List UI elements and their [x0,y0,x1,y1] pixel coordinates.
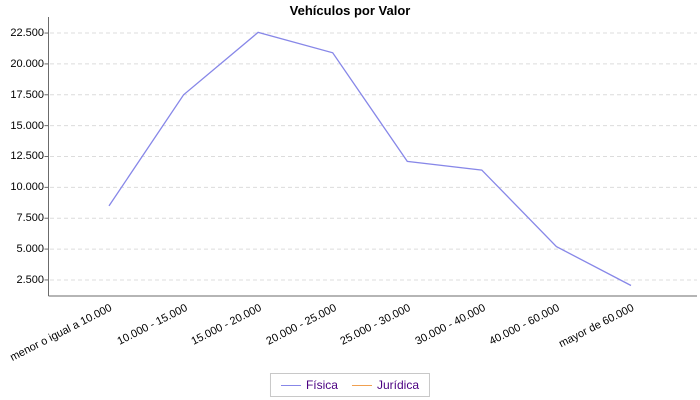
legend-label-fisica: Física [305,378,338,392]
legend-label-juridica: Jurídica [376,378,420,392]
y-tick-label: 2.500 [16,274,44,286]
y-tick-label: 22.500 [10,27,44,39]
y-tick-label: 17.500 [10,89,44,101]
y-tick-label: 20.000 [10,58,44,70]
legend-item-fisica: Física [280,378,338,392]
series-line-física [108,31,632,287]
juridica-line-swatch [351,384,372,386]
y-tick-label: 12.500 [10,150,44,162]
legend: Física Jurídica [269,373,431,397]
legend-item-juridica: Jurídica [351,378,420,392]
y-tick-label: 5.000 [16,243,44,255]
fisica-line-swatch [280,384,301,386]
y-tick-label: 10.000 [10,181,44,193]
chart-title: Vehículos por Valor [289,3,411,18]
y-tick-label: 7.500 [16,212,44,224]
y-tick-label: 15.000 [10,120,44,132]
